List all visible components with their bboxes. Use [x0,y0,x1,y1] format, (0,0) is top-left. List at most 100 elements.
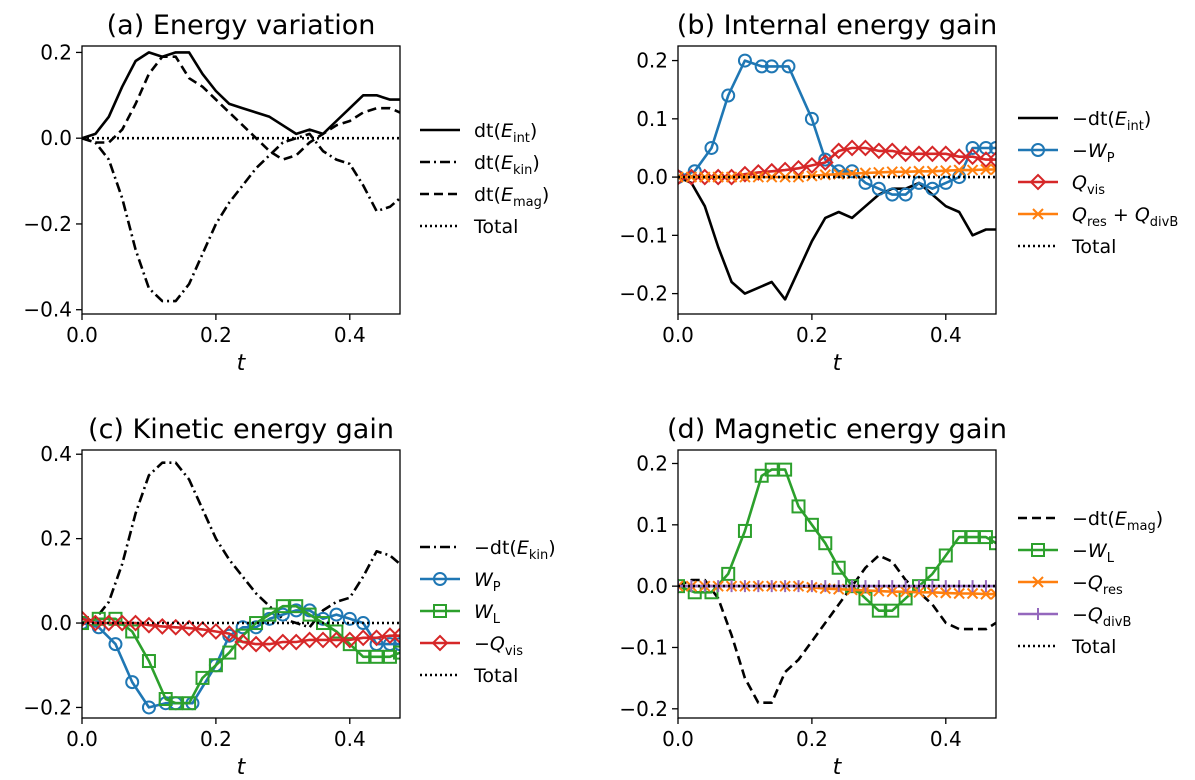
panel-a-series-2-line [82,55,400,161]
panel-d-series-1-point [791,499,806,514]
panel-c-series-3-point [354,629,372,647]
panel-b-frame [677,45,997,315]
panel-c-series-2-point [262,607,277,622]
panel-b-title: (b) Internal energy gain [677,10,997,41]
panel-d-series-1-point [778,462,793,477]
panel-b-legend-2-label: Qvis [1072,172,1105,198]
panel-b-series-2-point [696,168,714,186]
panel-d: (d) Magnetic energy gain 0.0 0.2 0.4 −0.2 −0.… [619,414,1163,780]
panel-c-series-1-point [108,637,123,652]
panel-b-series-1-point [898,187,913,202]
panel-b-series-2-point [910,145,928,163]
panel-b-series-3-point [926,165,939,177]
panel-c-series-1-point [141,700,156,715]
panel-b-series-2-point [682,168,700,186]
panel-d-legend-1-label: −WL [1072,540,1115,566]
panel-c-series-0-line [82,461,400,629]
panel-c-series-3-point [274,633,292,651]
panel-b-series-1-point [818,152,833,167]
panel-a-series-1-line [82,132,400,303]
panel-a-legend-1-label: dt(Ekin) [474,152,540,178]
panel-c-series-3-point [167,618,185,636]
panel-b-series-3-point [678,171,684,183]
panel-c-series-3-point [301,631,319,649]
panel-b-xtick-label: 0.4 [930,323,962,347]
panel-b-series-3-point [779,171,791,183]
panel-b-xlabel: t [833,351,843,376]
panel-c-legend-3-marker [431,634,449,652]
panel-c-legend-2-label: WL [474,601,501,627]
panel-b-legend-2-marker [1029,173,1047,191]
panel-b-legend-1-marker [1031,143,1045,157]
panel-b-series-0-line [678,175,996,301]
panel-b-series-3-point [990,163,996,176]
panel-c-series-3-point [261,635,278,653]
panel-c-ytick-label: −0.2 [23,695,72,719]
panel-b-series-2-point [923,145,941,163]
panel-b-series-2-point [830,142,848,160]
panel-d-legend-2-marker [1032,576,1044,588]
panel-a-legend-3-label: Total [473,216,518,238]
panel-b-series-2-point [857,139,874,157]
panel-a-legend: dt(Eint) dt(Ekin) dt(Emag) Total [420,120,549,238]
panel-d-legend-2-label: −Qres [1072,572,1123,598]
panel-c-xlabel: t [237,755,247,780]
panel-b-series-3-point [940,164,952,177]
panel-d-series-1-point [858,591,873,606]
panel-c-series-3-point [100,614,118,632]
panel-b-series-3-point [685,171,698,183]
panel-d-series-3-point [805,580,818,593]
panel-b-series-1-point [721,88,736,103]
panel-d-series-1-point [818,536,833,551]
panel-d-series-1-point [721,566,736,581]
panel-c-series-3-point [234,633,252,651]
panel-b-series-1-point [704,140,719,155]
panel-a-legend-0-label: dt(Eint) [474,120,537,146]
panel-b-series-1-point [885,187,900,202]
panel-b-series-2-point [678,168,687,186]
panel-b-series-2-point [749,164,767,181]
panel-d-legend-0-label: −dt(Emag) [1072,508,1163,534]
panel-c-series-3-point [180,619,198,637]
panel-b-series-1-point [871,181,886,196]
panel-d-series-2-point [678,580,684,592]
panel-c-ytick-label: 0.2 [40,527,72,551]
panel-c-series-2-point [158,692,173,707]
panel-d-series-3-point [725,580,738,593]
panel-c-series-2-point [302,607,317,622]
panel-b-series-1-point [938,175,953,190]
panel-b-series-3-point [725,171,738,183]
panel-c-series-3-point [247,635,265,653]
panel-b-series-1-point [965,140,980,155]
panel-b-series-2-point [709,168,727,186]
panel-d-ytick-label: −0.2 [619,697,668,721]
panel-c-legend-1-marker [433,572,447,586]
panel-c-series-3-line [82,617,400,646]
panel-c-series-1-point [275,607,290,622]
panel-b-xtick-label: 0.2 [796,323,828,347]
panel-c-series-2-point [342,637,357,652]
panel-b-series-3-point [953,164,965,176]
panel-c-series-2-point [222,645,237,660]
panel-b-series-3-point [966,164,979,176]
panel-b-series-3-point [806,170,818,182]
panel-c-series-2-point [356,649,371,664]
panel-b-series-1-line [678,59,996,196]
panel-c-series-2-point [168,696,183,711]
panel-c-series-2-point [141,654,156,669]
panel-c-series-1-point [235,620,250,635]
panel-c-title: (c) Kinetic energy gain [88,414,394,445]
panel-d-series-3-point [765,580,778,593]
panel-b-ytick-label: 0.0 [636,165,668,189]
panel-d-title: (d) Magnetic energy gain [667,414,1007,445]
panel-b-series-1-point [845,164,860,179]
panel-c-series-2-point [108,611,123,626]
panel-a-series-0-line [82,51,400,140]
panel-d-ytick-label: 0.0 [636,574,668,598]
panel-b-series-1-point [989,140,996,155]
panel-b-series-3-point [832,168,845,180]
panel-c-series-3-point [86,614,104,632]
panel-c-series-3-point [314,631,332,649]
panel-b-legend: −dt(Eint) −WP Qvis Qres + QdivB Total [1018,108,1178,258]
panel-d-series-2-point [980,588,992,600]
